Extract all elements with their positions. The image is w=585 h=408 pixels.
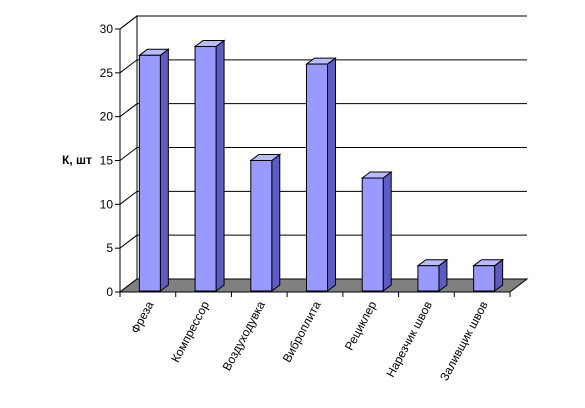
bar-4 [305, 57, 337, 292]
gridline [119, 15, 527, 30]
bar-front [361, 177, 384, 292]
bar-5 [360, 171, 393, 292]
x-category-label: Рециклер [342, 299, 380, 353]
bar-side [159, 48, 169, 292]
y-tick-label: 25 [100, 66, 114, 80]
bar-7 [472, 258, 505, 292]
bar-side [327, 57, 336, 292]
y-tick-label: 5 [106, 241, 113, 255]
gridline [119, 147, 527, 161]
y-tick-label: 15 [100, 154, 114, 168]
bar-front [473, 265, 496, 292]
bar-side [382, 171, 392, 292]
bar-front [417, 265, 440, 292]
bar-3 [249, 153, 282, 292]
gridline [119, 190, 527, 205]
y-tick-label: 20 [100, 110, 114, 124]
bar-6 [416, 258, 449, 292]
gridline [119, 103, 527, 118]
x-category-label: Заливщик швов [437, 299, 491, 383]
y-tick-label: 10 [100, 197, 114, 211]
x-category-label: Нарезчик швов [383, 299, 435, 380]
y-tick-labels: 0 5 10 15 20 25 30 [100, 22, 114, 299]
x-category-labels: Фреза Компрессор Воздуходувка Виброплита Рец… [128, 299, 491, 384]
x-category-label: Компрессор [168, 299, 212, 365]
bars [137, 39, 505, 292]
bar-1 [137, 48, 170, 292]
bar-front [138, 54, 161, 292]
bar-front [194, 46, 217, 292]
y-axis-title: К, шт [62, 153, 92, 167]
bar-side [215, 39, 225, 292]
gridline [119, 59, 527, 74]
bar-side [271, 153, 281, 292]
x-category-label: Фреза [128, 299, 157, 336]
bar-front [250, 160, 273, 292]
bar-2 [193, 39, 226, 292]
x-category-label: Виброплита [280, 299, 324, 365]
gridline [119, 234, 527, 249]
x-category-label: Воздуходувка [220, 299, 268, 374]
gridlines [119, 15, 527, 249]
y-tick-label: 30 [100, 22, 114, 36]
axes [115, 28, 511, 297]
y-tick-label: 0 [106, 285, 113, 299]
bar-front [306, 63, 328, 292]
